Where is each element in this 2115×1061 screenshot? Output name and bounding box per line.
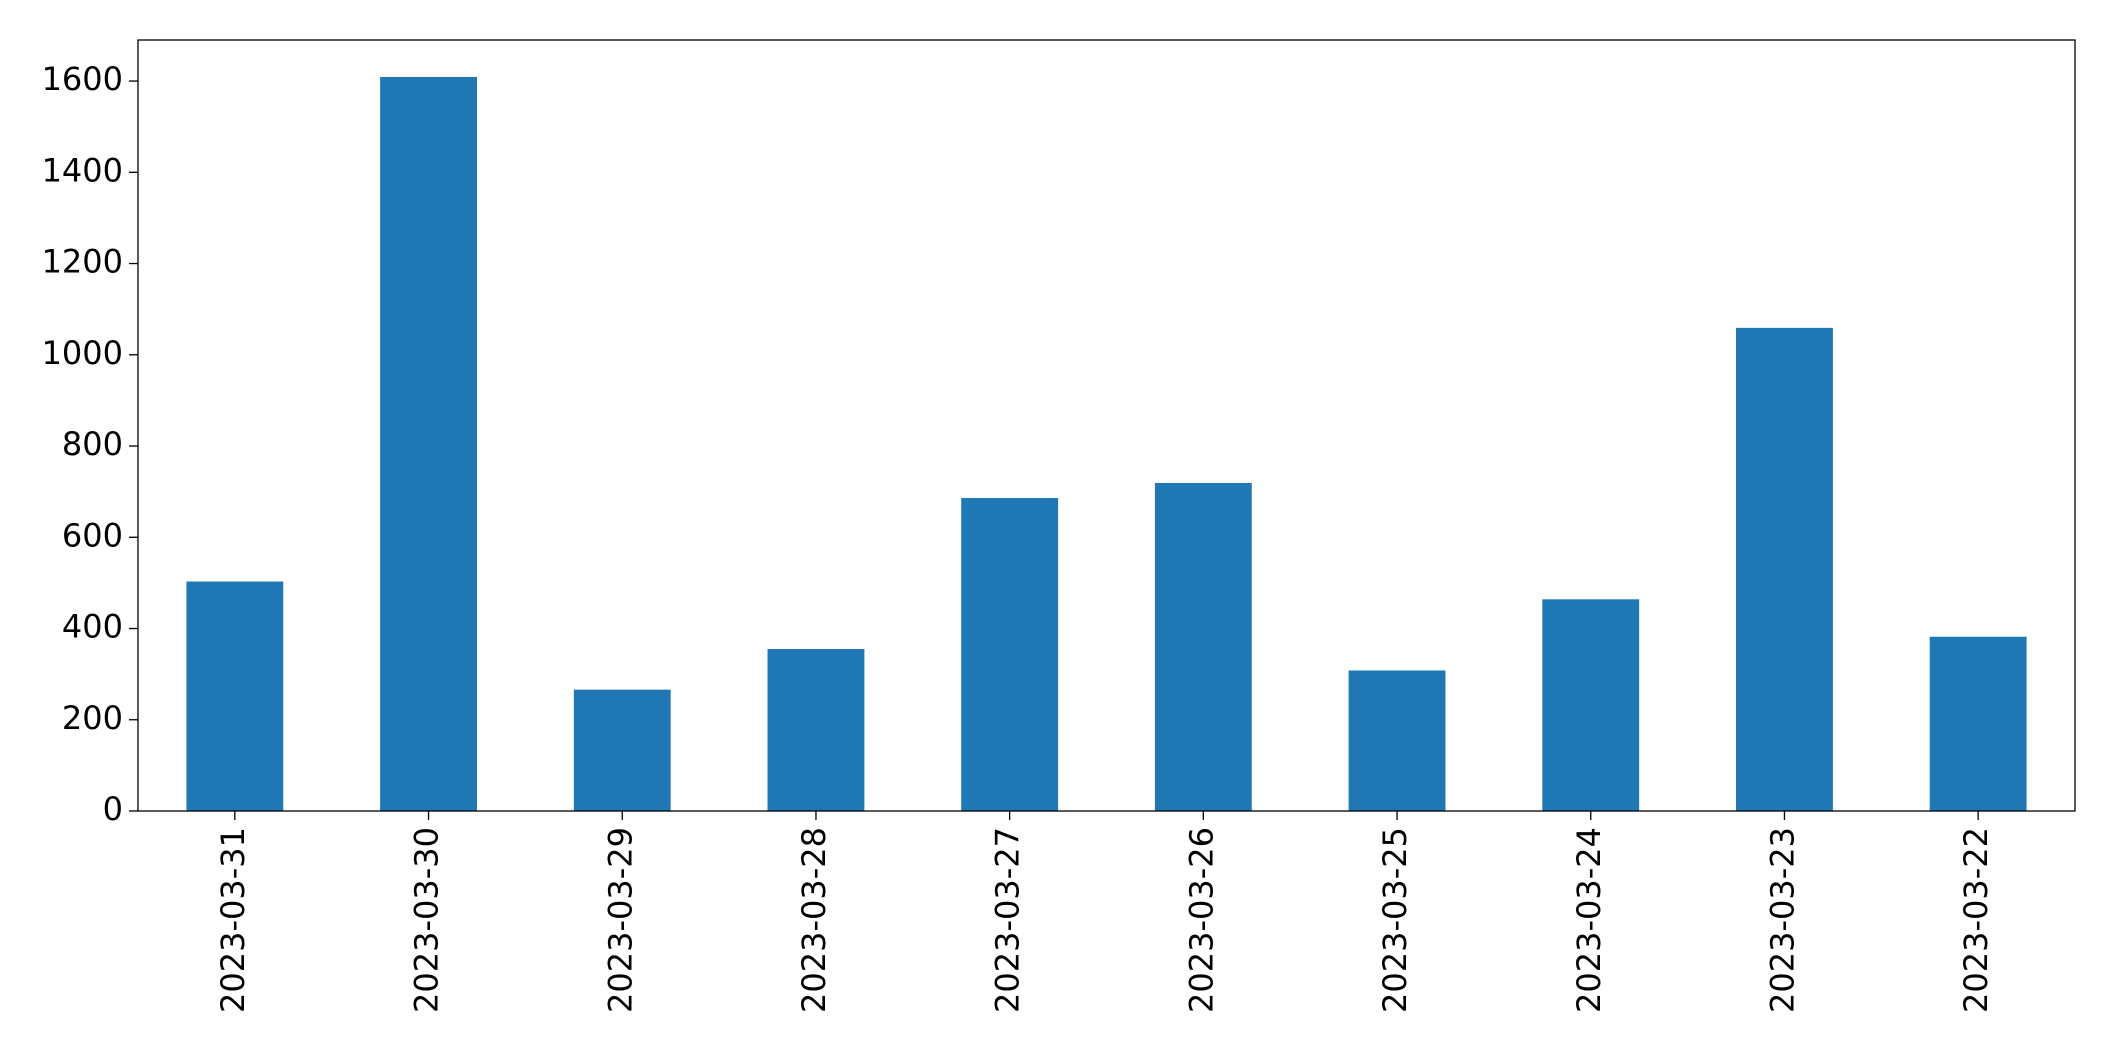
- y-tick-label: 400: [62, 608, 123, 646]
- bar: [767, 649, 865, 811]
- bar: [961, 498, 1059, 811]
- x-tick-label: 2023-03-28: [795, 827, 833, 1013]
- y-tick-label: 1200: [42, 243, 123, 281]
- x-tick-label: 2023-03-29: [601, 827, 639, 1013]
- y-tick-label: 1400: [42, 151, 123, 189]
- bar: [573, 689, 671, 811]
- x-tick-label: 2023-03-26: [1182, 827, 1220, 1013]
- bar: [1929, 636, 2027, 811]
- y-tick-label: 600: [62, 516, 123, 554]
- x-tick-label: 2023-03-24: [1570, 827, 1608, 1013]
- x-tick-label: 2023-03-23: [1763, 827, 1801, 1013]
- x-tick-label: 2023-03-31: [214, 827, 252, 1013]
- bar: [1736, 327, 1833, 811]
- bar: [186, 581, 284, 811]
- bar: [1154, 482, 1252, 811]
- y-tick-label: 1600: [42, 60, 123, 98]
- y-tick-label: 1000: [42, 334, 123, 372]
- x-tick-label: 2023-03-25: [1376, 827, 1414, 1013]
- x-tick-label: 2023-03-30: [408, 827, 446, 1013]
- bar: [380, 76, 477, 812]
- x-tick-label: 2023-03-27: [989, 827, 1027, 1013]
- y-tick-label: 0: [103, 790, 123, 828]
- bar: [1542, 599, 1640, 811]
- y-tick-label: 800: [62, 425, 123, 463]
- bar: [1348, 670, 1446, 811]
- x-tick-label: 2023-03-22: [1957, 827, 1995, 1013]
- y-tick-label: 200: [62, 699, 123, 737]
- plot-frame: [137, 39, 2076, 812]
